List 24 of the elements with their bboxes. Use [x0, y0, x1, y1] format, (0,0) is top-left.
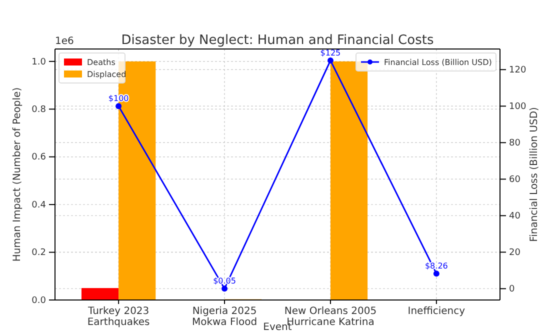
y2-tick-label: 40 — [509, 212, 521, 222]
y2-tick-label: 80 — [509, 138, 521, 149]
y-tick-label: 0.8 — [32, 105, 46, 116]
legend-label: Displaced — [87, 70, 126, 79]
y2-axis-title: Financial Loss (Billion USD) — [529, 106, 540, 242]
y2-tick-label: 120 — [509, 66, 526, 76]
y-tick-label: 0.4 — [32, 200, 46, 210]
y-tick-label: 1.0 — [32, 57, 46, 68]
text: 1e6 — [55, 36, 74, 47]
y-tick-label: 0.6 — [32, 152, 46, 163]
y2-tick-label: 100 — [509, 102, 526, 112]
x-tick-label: Nigeria 2025 Mokwa Flood — [192, 306, 258, 328]
legend-label: Financial Loss (Billion USD) — [384, 58, 492, 67]
y-tick-label: 0.2 — [32, 248, 46, 258]
x-tick-label: Inefficiency — [408, 306, 466, 317]
x-tick-label: Turkey 2023 Earthquakes — [86, 306, 150, 328]
y-tick-label: 0.0 — [32, 296, 46, 306]
legend-label: Deaths — [87, 58, 116, 67]
chart-title: Disaster by Neglect: Human and Financial Costs — [121, 33, 434, 48]
y2-tick-label: 60 — [509, 175, 521, 186]
data-label: $125 — [320, 48, 341, 58]
y2-tick-label: 0 — [509, 284, 515, 295]
y2-tick-label: 20 — [509, 248, 521, 258]
y-axis-title: Human Impact (Number of People) — [12, 87, 23, 262]
